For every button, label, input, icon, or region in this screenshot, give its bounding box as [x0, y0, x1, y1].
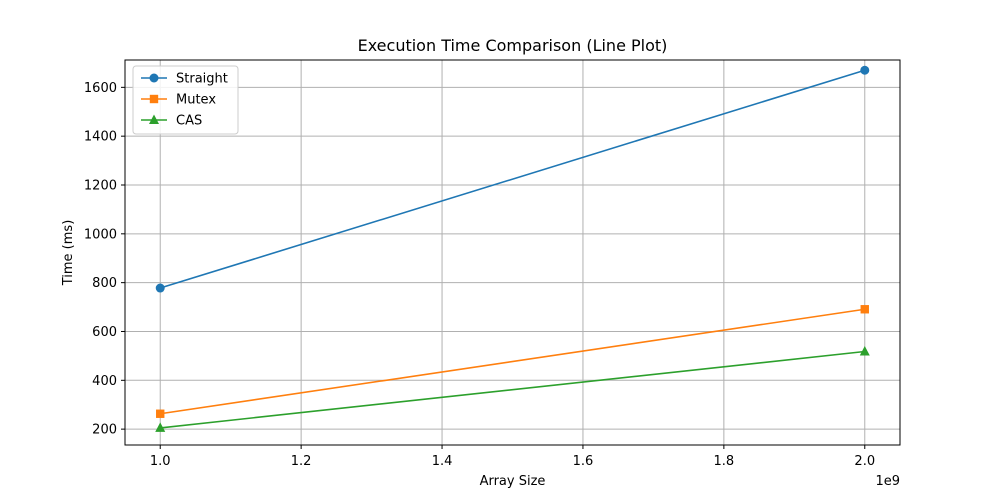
y-tick-label: 800	[92, 276, 117, 291]
data-point-mutex	[860, 305, 869, 314]
y-tick-label: 200	[92, 423, 117, 438]
legend-label-straight: Straight	[176, 72, 228, 87]
legend-marker-straight	[149, 73, 159, 83]
legend: Straight Mutex CAS	[132, 65, 239, 135]
y-tick-label: 1400	[84, 130, 117, 145]
series-line-straight	[159, 69, 866, 289]
legend-marker-cas	[149, 114, 159, 124]
y-tick-label: 1600	[84, 81, 117, 96]
legend-box	[132, 65, 239, 135]
legend-label-cas: CAS	[176, 114, 202, 129]
x-tick-label: 1.2	[291, 454, 312, 469]
data-point-mutex	[156, 409, 165, 418]
series-line-cas	[160, 350, 865, 429]
legend-label-mutex: Mutex	[176, 93, 216, 108]
x-tick-label: 1.8	[714, 454, 735, 469]
y-tick-label: 1200	[84, 178, 117, 193]
legend-marker-mutex	[149, 94, 159, 104]
chart-title: Execution Time Comparison (Line Plot)	[358, 36, 668, 55]
data-point-straight	[155, 283, 165, 293]
series-layer	[155, 65, 870, 432]
data-point-cas	[155, 422, 166, 432]
ticks: 1.0 1.2 1.4 1.6 1.8 2.0 200 400 600 800 1000 1200 14…	[84, 81, 875, 469]
y-tick-label: 400	[92, 374, 117, 389]
y-axis-label: Time (ms)	[61, 220, 76, 287]
x-tick-label: 1.0	[150, 454, 171, 469]
x-axis-label: Array Size	[480, 474, 546, 489]
y-tick-label: 600	[92, 325, 117, 340]
x-tick-label: 1.4	[432, 454, 453, 469]
data-point-cas	[859, 345, 870, 356]
series-line-mutex	[160, 308, 865, 415]
grid	[125, 60, 900, 445]
data-point-straight	[860, 65, 870, 75]
x-tick-label: 2.0	[854, 454, 875, 469]
x-axis-offset-label: 1e9	[875, 474, 900, 489]
y-tick-label: 1000	[84, 227, 117, 242]
plot-area-frame	[124, 59, 901, 446]
x-tick-label: 1.6	[573, 454, 594, 469]
